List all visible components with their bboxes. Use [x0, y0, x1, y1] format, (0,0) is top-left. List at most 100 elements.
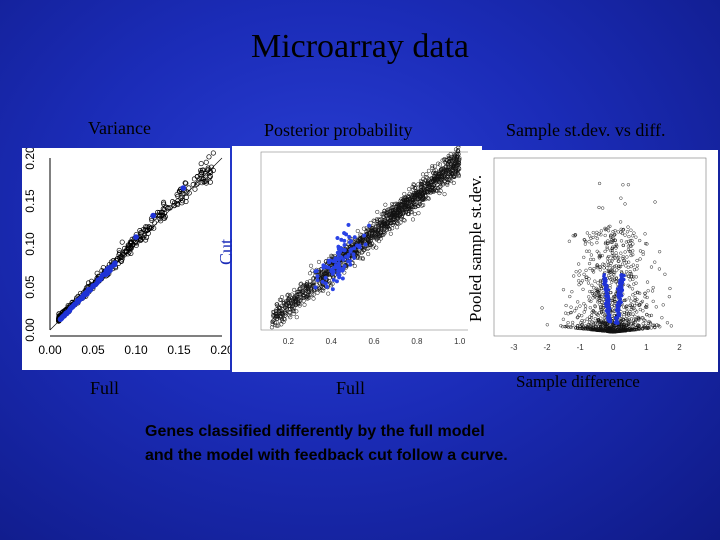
stdev-point [633, 296, 637, 300]
posterior-point [411, 205, 416, 210]
stdev-point [610, 249, 615, 253]
posterior-point [289, 305, 294, 310]
posterior-cut-point [352, 255, 357, 260]
stdev-point [635, 258, 639, 263]
posterior-point [293, 298, 299, 303]
posterior-point [305, 283, 310, 288]
stdev-point [591, 270, 596, 274]
posterior-point [406, 206, 411, 212]
variance-point [210, 150, 216, 156]
stdev-point [613, 229, 617, 233]
posterior-point [444, 167, 449, 172]
stdev-point [631, 263, 635, 267]
posterior-point [381, 220, 386, 225]
stdev-point [635, 290, 640, 294]
stdev-point [651, 323, 655, 327]
variance-y-tick: 0.15 [23, 189, 37, 213]
variance-point [186, 185, 192, 191]
stdev-point [580, 314, 584, 318]
posterior-cut-point [335, 256, 340, 261]
posterior-cut-point [334, 279, 339, 284]
posterior-point [360, 255, 365, 260]
stdev-point [627, 260, 631, 264]
variance-y-tick: 0.20 [23, 148, 37, 170]
posterior-point [443, 170, 448, 175]
stdev-point [656, 323, 661, 328]
stdev-point [624, 240, 628, 244]
stdev-point [655, 323, 659, 327]
posterior-point [311, 292, 316, 297]
stdev-point [602, 266, 606, 270]
stdev-point [617, 255, 621, 259]
stdev-point [612, 299, 617, 304]
stdev-point [611, 278, 615, 282]
stdev-point [608, 259, 612, 263]
stdev-point [633, 299, 637, 303]
variance-cut-point [103, 272, 109, 278]
stdev-point [545, 323, 549, 327]
variance-y-tick: 0.10 [23, 232, 37, 256]
stdev-point [595, 230, 599, 235]
stdev-point [610, 274, 614, 278]
posterior-point [419, 189, 424, 194]
caption-line-2: and the model with feedback cut follow a… [145, 447, 508, 464]
posterior-point [290, 307, 295, 312]
variance-point [191, 176, 197, 182]
posterior-point [306, 289, 311, 294]
stdev-point [626, 225, 630, 229]
stdev-point [598, 302, 602, 307]
posterior-point [291, 300, 296, 305]
stdev-point [630, 238, 634, 243]
posterior-point [446, 177, 452, 182]
stdev-point [588, 327, 592, 331]
stdev-point [614, 325, 619, 329]
posterior-point [294, 301, 299, 307]
posterior-point [368, 238, 373, 243]
variance-point [140, 226, 146, 233]
stdev-point [572, 274, 576, 278]
stdev-point [614, 276, 618, 281]
stdev-point [641, 252, 645, 256]
posterior-cut-point [363, 242, 368, 247]
posterior-point [367, 229, 373, 234]
stdev-point [588, 289, 592, 294]
posterior-point [433, 168, 438, 173]
posterior-point [436, 171, 441, 176]
stdev-point [611, 229, 615, 234]
posterior-cut-point [366, 223, 372, 228]
posterior-point [398, 212, 403, 217]
stdev-point [591, 309, 595, 313]
stdev-point [598, 265, 602, 269]
stdev-point [603, 241, 608, 246]
posterior-point [417, 202, 422, 207]
posterior-point [385, 215, 390, 220]
posterior-point [370, 245, 376, 250]
stdev-point [595, 328, 600, 332]
stdev-point [624, 311, 629, 316]
stdev-plot-panel: -3 -2 -1 0 1 2 [468, 150, 718, 372]
posterior-point [420, 182, 425, 187]
stdev-point [603, 226, 607, 230]
stdev-point [623, 233, 627, 237]
stdev-point [641, 316, 645, 320]
stdev-point [606, 263, 610, 267]
stdev-point [571, 320, 575, 325]
stdev-point [610, 246, 614, 251]
posterior-cut-point [335, 235, 340, 241]
stdev-point [601, 292, 605, 296]
variance-point [151, 220, 158, 226]
posterior-point [361, 226, 366, 231]
stdev-point [628, 249, 632, 253]
stdev-point [621, 227, 626, 232]
posterior-cut-point [354, 243, 360, 248]
posterior-cut-point [321, 263, 326, 268]
stdev-point [598, 298, 602, 302]
stdev-point [604, 329, 609, 333]
posterior-point [275, 314, 280, 320]
stdev-point [601, 309, 606, 314]
stdev-point [619, 196, 623, 200]
posterior-point [309, 292, 314, 297]
variance-point [198, 161, 204, 167]
posterior-point [456, 146, 461, 148]
variance-point [190, 182, 196, 188]
